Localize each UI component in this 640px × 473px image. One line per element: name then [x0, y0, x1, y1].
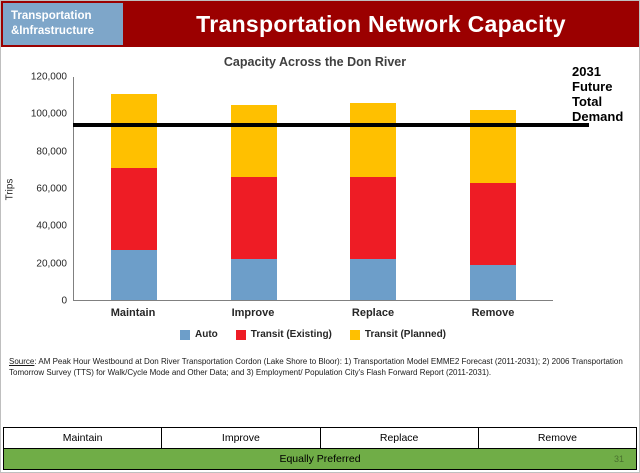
segment-auto	[230, 259, 277, 300]
segment-transit-planned	[470, 110, 517, 183]
stacked-bar-remove	[470, 77, 517, 300]
table-header-remove: Remove	[478, 428, 636, 448]
legend-label: Transit (Planned)	[364, 329, 447, 340]
bar-slot	[314, 77, 434, 300]
y-axis-title: Trips	[1, 77, 19, 301]
chart-body: Trips 0 20,000 40,000 60,000 80,000 100,000 12…	[1, 72, 589, 307]
segment-transit-planned	[350, 103, 397, 178]
table-header-replace: Replace	[320, 428, 479, 448]
chart-section: Capacity Across the Don River 2031 Futur…	[1, 47, 639, 340]
segment-auto	[350, 259, 397, 300]
stacked-bar-improve	[230, 77, 277, 300]
table-footer-label: Equally Preferred	[279, 453, 361, 465]
bar-slot	[74, 77, 194, 300]
options-table: Maintain Improve Replace Remove Equally …	[3, 427, 637, 470]
y-tick-label: 100,000	[30, 108, 67, 120]
department-line2: &Infrastructure	[11, 25, 95, 37]
department-badge: Transportation &Infrastructure	[3, 3, 123, 45]
segment-transit-planned	[110, 93, 157, 169]
table-header-improve: Improve	[162, 428, 321, 448]
y-tick-label: 60,000	[36, 183, 67, 195]
y-tick-label: 0	[61, 295, 67, 307]
department-line1: Transportation	[11, 10, 92, 23]
segment-auto	[110, 249, 157, 300]
demand-line	[73, 123, 589, 128]
x-tick-label: Improve	[231, 307, 275, 319]
y-axis-title-text: Trips	[4, 178, 16, 200]
x-tick-label: Maintain	[110, 307, 156, 319]
source-text: : AM Peak Hour Westbound at Don River Tr…	[9, 357, 623, 378]
options-table-header-row: Maintain Improve Replace Remove	[3, 427, 637, 448]
segment-auto	[470, 264, 517, 300]
slide-header: Transportation &Infrastructure Transport…	[1, 1, 639, 47]
bar-slot	[194, 77, 314, 300]
bar-slot	[433, 77, 553, 300]
legend-item: Transit (Existing)	[235, 329, 332, 340]
segment-transit-existing	[110, 168, 157, 250]
legend-label: Auto	[194, 329, 218, 340]
stacked-bar-maintain	[110, 77, 157, 300]
table-header-maintain: Maintain	[4, 428, 163, 448]
y-tick-label: 80,000	[36, 146, 67, 158]
segment-transit-existing	[470, 182, 517, 265]
legend-item: Auto	[179, 329, 218, 340]
chart-legend: Auto Transit (Existing) Transit (Planned)	[73, 329, 553, 340]
plot-area	[73, 77, 589, 301]
table-footer-row: Equally Preferred 31	[3, 448, 637, 470]
segment-transit-existing	[230, 177, 277, 260]
y-tick-label: 120,000	[30, 71, 67, 83]
y-tick-label: 40,000	[36, 220, 67, 232]
legend-item: Transit (Planned)	[349, 329, 447, 340]
source-note: Source: AM Peak Hour Westbound at Don Ri…	[9, 356, 629, 378]
segment-transit-existing	[350, 177, 397, 260]
x-axis-labels: Maintain Improve Replace Remove	[73, 307, 553, 319]
x-tick-label: Remove	[471, 307, 515, 319]
source-label: Source	[9, 357, 35, 366]
segment-transit-planned	[230, 104, 277, 178]
legend-label: Transit (Existing)	[250, 329, 332, 340]
demand-annotation: 2031 Future Total Demand	[572, 64, 624, 124]
legend-swatch	[349, 329, 360, 340]
legend-swatch	[235, 329, 246, 340]
slide-title: Transportation Network Capacity	[196, 10, 566, 37]
legend-swatch	[179, 329, 190, 340]
chart-title: Capacity Across the Don River	[223, 55, 407, 69]
y-tick-label: 20,000	[36, 258, 67, 270]
stacked-bar-replace	[350, 77, 397, 300]
x-tick-label: Replace	[351, 307, 395, 319]
page-number: 31	[613, 454, 624, 464]
y-axis-ticks: 0 20,000 40,000 60,000 80,000 100,000 120,000	[19, 72, 73, 307]
